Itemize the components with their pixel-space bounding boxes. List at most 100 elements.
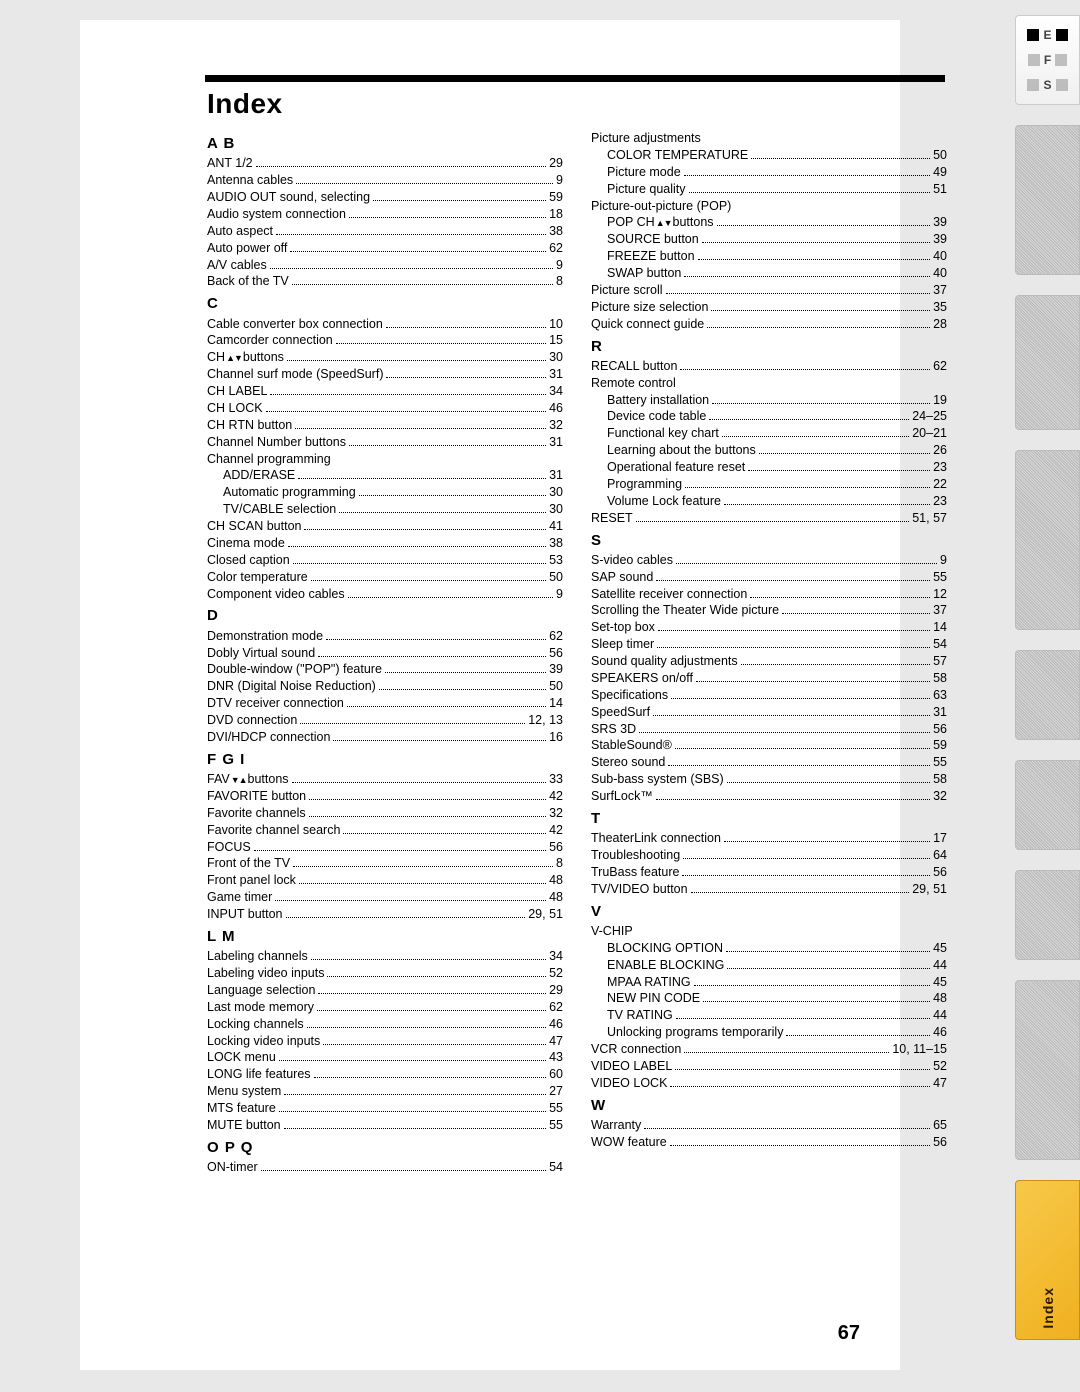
entry-label: INPUT button [207, 906, 283, 923]
index-entry: CH LOCK46 [207, 400, 563, 417]
leader-dots [359, 495, 546, 496]
entry-page: 58 [933, 771, 947, 788]
leader-dots [293, 563, 546, 564]
leader-dots [684, 1052, 889, 1053]
index-entry: Picture scroll 37 [591, 282, 947, 299]
leader-dots [288, 546, 546, 547]
leader-dots [750, 597, 930, 598]
entry-page: 56 [549, 645, 563, 662]
entry-label: Dobly Virtual sound [207, 645, 315, 662]
entry-page: 8 [556, 273, 563, 290]
leader-dots [385, 672, 546, 673]
entry-page: 53 [549, 552, 563, 569]
leader-dots [309, 816, 546, 817]
entry-label: FAV [207, 771, 230, 788]
entry-page: 10 [549, 316, 563, 333]
entry-page: 50 [933, 147, 947, 164]
section-heading: C [207, 294, 563, 314]
entry-page: 32 [549, 417, 563, 434]
index-entry: Component video cables9 [207, 586, 563, 603]
index-entry: Device code table24–25 [591, 408, 947, 425]
leader-dots [261, 1170, 546, 1171]
entry-label: MUTE button [207, 1117, 281, 1134]
entry-page: 50 [549, 569, 563, 586]
index-entry: CH RTN button 32 [207, 417, 563, 434]
entry-label: Picture scroll [591, 282, 663, 299]
leader-dots [666, 293, 931, 294]
entry-label: VCR connection [591, 1041, 681, 1058]
entry-page: 30 [549, 501, 563, 518]
entry-page: 46 [549, 400, 563, 417]
entry-page: 48 [933, 990, 947, 1007]
entry-page: 47 [549, 1033, 563, 1050]
leader-dots [676, 1018, 930, 1019]
page-title: Index [207, 88, 283, 120]
entry-label: FREEZE button [607, 248, 695, 265]
leader-dots [386, 327, 546, 328]
entry-label: AUDIO OUT sound, selecting [207, 189, 370, 206]
index-entry: Camcorder connection15 [207, 332, 563, 349]
entry-page: 42 [549, 822, 563, 839]
triangle-icon [230, 771, 248, 788]
entry-page: 55 [933, 754, 947, 771]
index-entry: MTS feature55 [207, 1100, 563, 1117]
index-entry: WOW feature56 [591, 1134, 947, 1151]
entry-page: 62 [549, 999, 563, 1016]
index-entry: TruBass feature56 [591, 864, 947, 881]
entry-label: Back of the TV [207, 273, 289, 290]
entry-page: 63 [933, 687, 947, 704]
leader-dots [348, 597, 553, 598]
leader-dots [347, 706, 546, 707]
index-right-column: Picture adjustmentsCOLOR TEMPERATURE50Pi… [591, 130, 947, 1176]
entry-label: BLOCKING OPTION [607, 940, 723, 957]
index-entry: TV/VIDEO button29, 51 [591, 881, 947, 898]
entry-label: Favorite channels [207, 805, 306, 822]
index-entry: FAVORITE button42 [207, 788, 563, 805]
leader-dots [684, 276, 930, 277]
entry-page: 47 [933, 1075, 947, 1092]
index-entry: Cinema mode38 [207, 535, 563, 552]
index-entry: V-CHIP [591, 923, 947, 940]
leader-dots [293, 866, 553, 867]
entry-label: FAVORITE button [207, 788, 306, 805]
entry-label: CH RTN button [207, 417, 292, 434]
leader-dots [670, 1145, 930, 1146]
entry-page: 12, 13 [528, 712, 563, 729]
entry-page: 32 [549, 805, 563, 822]
entry-page: 37 [933, 282, 947, 299]
leader-dots [712, 403, 930, 404]
entry-label: WOW feature [591, 1134, 667, 1151]
entry-label: Antenna cables [207, 172, 293, 189]
entry-page: 44 [933, 1007, 947, 1024]
entry-page: 41 [549, 518, 563, 535]
leader-dots [748, 470, 930, 471]
leader-dots [727, 968, 930, 969]
entry-label: Functional key chart [607, 425, 719, 442]
entry-page: 16 [549, 729, 563, 746]
leader-dots [284, 1128, 546, 1129]
entry-page: 62 [549, 628, 563, 645]
entry-label: Troubleshooting [591, 847, 680, 864]
index-entry: Front panel lock48 [207, 872, 563, 889]
index-entry: BLOCKING OPTION45 [591, 940, 947, 957]
index-entry: Warranty65 [591, 1117, 947, 1134]
leader-dots [707, 327, 930, 328]
side-tab [1015, 125, 1080, 275]
index-entry: DVD connection12, 13 [207, 712, 563, 729]
entry-label: VIDEO LABEL [591, 1058, 672, 1075]
leader-dots [326, 639, 546, 640]
index-entry: TV RATING44 [591, 1007, 947, 1024]
side-tab [1015, 980, 1080, 1160]
section-heading: O P Q [207, 1138, 563, 1158]
entry-label: SpeedSurf [591, 704, 650, 721]
entry-page: 59 [549, 189, 563, 206]
index-entry: Sleep timer54 [591, 636, 947, 653]
index-entry: Stereo sound55 [591, 754, 947, 771]
leader-dots [726, 951, 930, 952]
index-entry: Back of the TV 8 [207, 273, 563, 290]
entry-page: 46 [549, 1016, 563, 1033]
index-content: A BANT 1/229Antenna cables9AUDIO OUT sou… [207, 130, 947, 1176]
index-entry: Picture size selection35 [591, 299, 947, 316]
title-rule [205, 75, 945, 82]
entry-page: 58 [933, 670, 947, 687]
